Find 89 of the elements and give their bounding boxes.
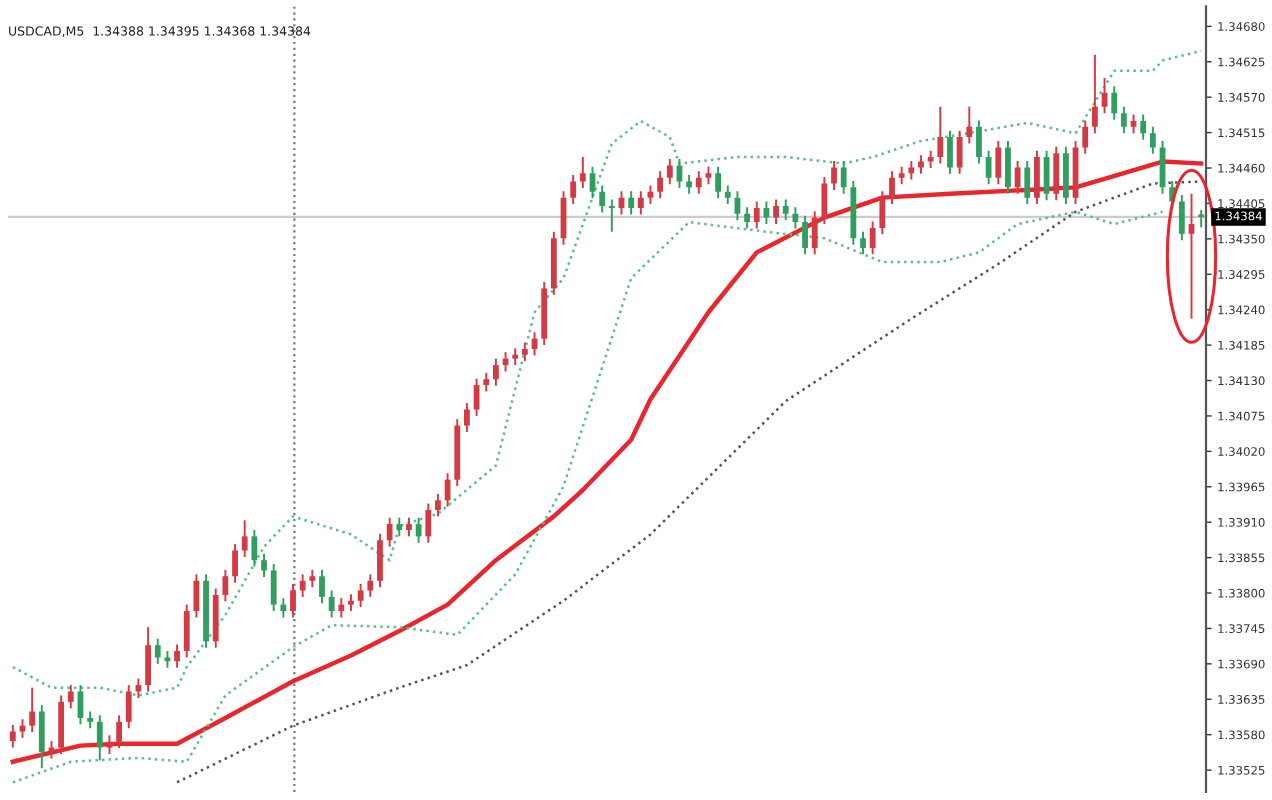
candlestick: [956, 129, 963, 175]
line-series: [175, 180, 1203, 784]
candlestick: [947, 129, 953, 175]
candlestick: [599, 184, 606, 214]
candlestick: [290, 583, 296, 619]
candlestick: [280, 597, 287, 619]
candlestick: [261, 552, 267, 578]
candlestick: [154, 637, 161, 665]
candlestick: [570, 174, 577, 206]
candlestick: [193, 573, 200, 619]
candlestick: [821, 176, 828, 226]
candlestick: [29, 686, 36, 734]
candlestick: [1005, 140, 1011, 195]
candlestick: [695, 170, 702, 195]
candlestick: [464, 402, 470, 434]
candlestick: [831, 159, 837, 191]
candlestick: [1120, 105, 1127, 135]
candlestick: [666, 158, 673, 186]
candlestick: [299, 573, 306, 598]
candlestick: [145, 626, 151, 693]
candlestick: [174, 643, 180, 669]
candlestick: [840, 159, 847, 195]
candlestick: [579, 156, 586, 189]
candlestick: [425, 502, 432, 544]
candlestick: [483, 371, 490, 393]
candlestick: [183, 603, 190, 659]
candlestick: [879, 190, 886, 236]
candlestick: [1053, 145, 1060, 202]
candlestick: [1014, 159, 1021, 195]
candlestick: [773, 198, 779, 226]
candlestick: [493, 357, 499, 387]
candlestick: [521, 341, 528, 363]
candlestick: [357, 583, 364, 609]
candlestick: [1111, 85, 1118, 121]
candlestick: [782, 198, 789, 222]
candlestick: [715, 165, 721, 200]
candlestick: [995, 140, 1002, 186]
candlestick: [811, 210, 818, 256]
candlestick: [58, 694, 65, 755]
candlestick: [860, 230, 866, 256]
candlestick: [744, 206, 750, 230]
candlestick: [396, 516, 403, 538]
candlestick: [125, 684, 132, 730]
candlestick: [637, 190, 644, 216]
candlestick: [985, 149, 992, 186]
candlestick: [367, 573, 374, 598]
candlestick: [966, 105, 973, 145]
candlestick: [1092, 53, 1098, 135]
candlestick: [1149, 125, 1156, 155]
candlestick: [386, 516, 393, 548]
candlestick: [889, 170, 895, 206]
candlestick: [792, 206, 799, 230]
candlestick: [328, 589, 335, 619]
candlestick: [251, 528, 258, 568]
candlestick: [435, 492, 441, 518]
candlestick: [377, 532, 383, 589]
candlestick: [1140, 113, 1147, 141]
candlestick: [222, 568, 229, 603]
candlestick: [753, 200, 760, 230]
candlestick: [724, 184, 731, 206]
candlestick: [1178, 194, 1185, 242]
candlestick: [908, 159, 915, 181]
candlestick: [116, 714, 122, 750]
candlestick: [415, 516, 422, 544]
candlestick: [406, 516, 412, 538]
candlestick: [657, 170, 664, 200]
candlestick: [212, 587, 219, 649]
candlestick: [338, 597, 345, 619]
candlestick: [270, 563, 277, 613]
candlestick: [628, 190, 635, 216]
candlestick: [135, 677, 142, 699]
candlestick: [937, 105, 944, 165]
candlestick: [802, 214, 808, 256]
candlestick: [1034, 149, 1040, 206]
candlestick: [319, 568, 325, 605]
line-series: [11, 49, 1203, 697]
candlestick: [67, 684, 74, 710]
candlestick: [9, 724, 16, 749]
candlestick: [608, 198, 615, 233]
candlestick: [869, 220, 876, 256]
candlestick: [676, 158, 683, 189]
candlestick: [241, 519, 248, 558]
candlestick: [1063, 145, 1069, 206]
candlestick: [1082, 119, 1089, 155]
candlestick: [976, 119, 982, 165]
candlestick: [1024, 159, 1031, 206]
candlestick: [38, 704, 45, 770]
candlestick: [96, 714, 103, 762]
candlestick: [232, 543, 238, 584]
